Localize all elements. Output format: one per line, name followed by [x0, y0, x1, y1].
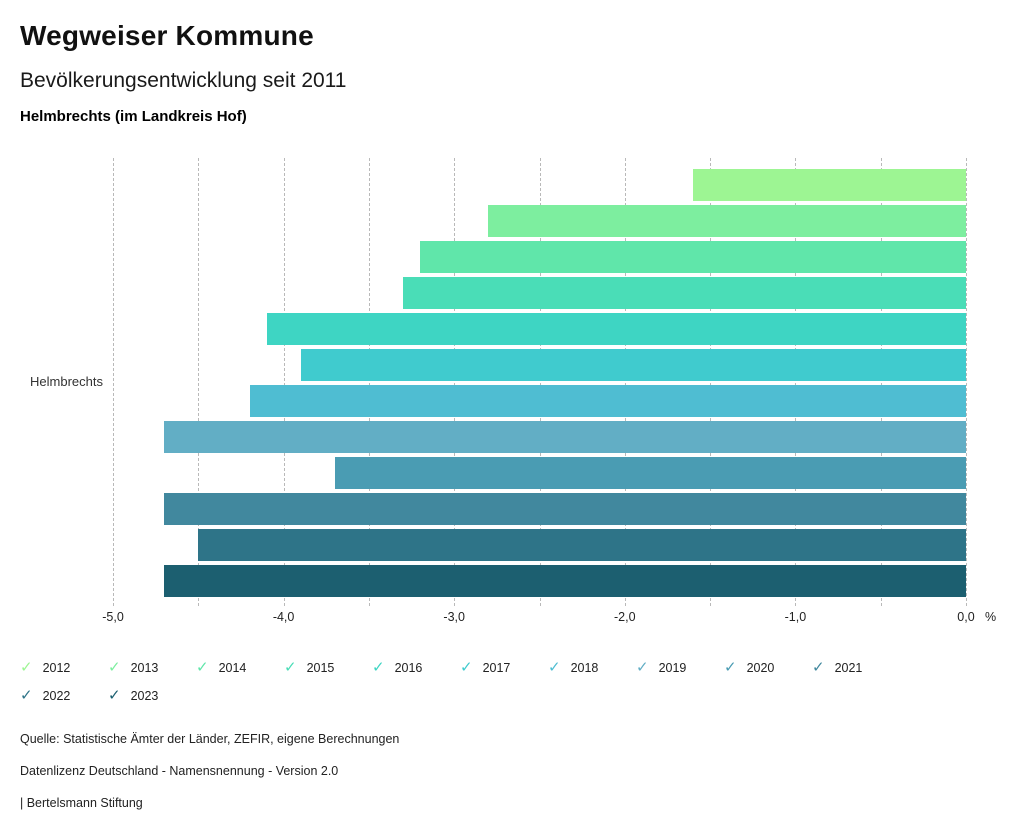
footer-attribution: | Bertelsmann Stiftung — [20, 795, 143, 810]
legend-item-2012[interactable]: ✓ 2012 — [20, 660, 108, 675]
check-icon: ✓ — [284, 659, 297, 676]
legend-item-2017[interactable]: ✓ 2017 — [460, 660, 548, 675]
gridline — [624, 158, 626, 606]
bar-2021[interactable] — [164, 493, 966, 525]
check-icon: ✓ — [636, 659, 649, 676]
x-axis-tick-label: -2,0 — [614, 610, 636, 624]
bar-2019[interactable] — [164, 421, 966, 453]
gridline — [710, 158, 712, 606]
gridline — [880, 158, 882, 606]
legend-item-2018[interactable]: ✓ 2018 — [548, 660, 636, 675]
check-icon: ✓ — [372, 659, 385, 676]
legend-item-label: 2013 — [130, 660, 159, 675]
footer: Quelle: Statistische Ämter der Länder, Z… — [20, 732, 400, 828]
bar-2015[interactable] — [403, 277, 966, 309]
legend-item-2016[interactable]: ✓ 2016 — [372, 660, 460, 675]
bar-2018[interactable] — [249, 385, 966, 417]
legend-item-2022[interactable]: ✓ 2022 — [20, 688, 108, 703]
legend-item-2019[interactable]: ✓ 2019 — [636, 660, 724, 675]
legend-item-label: 2015 — [306, 660, 335, 675]
check-icon: ✓ — [196, 659, 209, 676]
bar-2022[interactable] — [198, 529, 966, 561]
check-icon: ✓ — [548, 659, 561, 676]
gridline — [198, 158, 200, 606]
legend-item-2020[interactable]: ✓ 2020 — [724, 660, 812, 675]
page-title: Wegweiser Kommune — [20, 20, 314, 51]
gridline — [454, 158, 456, 606]
bar-2012[interactable] — [693, 169, 966, 201]
check-icon: ✓ — [20, 659, 33, 676]
check-icon: ✓ — [812, 659, 825, 676]
footer-license: Datenlizenz Deutschland - Namensnennung … — [20, 763, 339, 778]
legend-item-label: 2023 — [130, 688, 159, 703]
gridline — [795, 158, 797, 606]
gridline — [113, 158, 114, 606]
footer-source: Quelle: Statistische Ämter der Länder, Z… — [20, 732, 400, 746]
gridline — [966, 158, 967, 606]
header: Wegweiser Kommune Bevölkerungsentwicklun… — [20, 22, 346, 126]
legend-item-label: 2017 — [482, 660, 511, 675]
legend-row: ✓ 2022 ✓ 2023 — [20, 688, 1000, 703]
legend-item-2014[interactable]: ✓ 2014 — [196, 660, 284, 675]
page-location: Helmbrechts (im Landkreis Hof) — [20, 108, 247, 126]
x-axis-tick-label: 0,0 — [957, 610, 975, 624]
legend-item-label: 2012 — [42, 660, 71, 675]
bar-2014[interactable] — [420, 241, 966, 273]
check-icon: ✓ — [108, 687, 121, 704]
bar-2013[interactable] — [488, 205, 966, 237]
legend-item-label: 2019 — [658, 660, 687, 675]
check-icon: ✓ — [724, 659, 737, 676]
legend-item-label: 2018 — [570, 660, 599, 675]
x-axis-tick-label: -5,0 — [102, 610, 124, 624]
check-icon: ✓ — [460, 659, 473, 676]
legend-item-2023[interactable]: ✓ 2023 — [108, 688, 196, 703]
bar-2017[interactable] — [300, 349, 966, 381]
page-subtitle: Bevölkerungsentwicklung seit 2011 — [20, 69, 347, 92]
x-axis-tick-label: -3,0 — [443, 610, 465, 624]
legend-item-label: 2016 — [394, 660, 423, 675]
bar-2016[interactable] — [266, 313, 966, 345]
bar-2023[interactable] — [164, 565, 966, 597]
check-icon: ✓ — [20, 687, 33, 704]
y-axis-label: Helmbrechts — [30, 374, 103, 389]
legend-row: ✓ 2012 ✓ 2013 ✓ 2014 ✓ 2015 ✓ 2016 ✓ 2017 ✓ 2018 ✓ 2019… — [20, 660, 1000, 675]
legend: ✓ 2012 ✓ 2013 ✓ 2014 ✓ 2015 ✓ 2016 ✓ 2017 ✓ 2018 ✓ 2019… — [20, 660, 1000, 716]
legend-item-label: 2021 — [834, 660, 863, 675]
legend-item-label: 2014 — [218, 660, 247, 675]
check-icon: ✓ — [108, 659, 121, 676]
legend-item-label: 2022 — [42, 688, 71, 703]
legend-item-2021[interactable]: ✓ 2021 — [812, 660, 900, 675]
gridline — [539, 158, 541, 606]
x-axis-unit-label: % — [985, 610, 997, 624]
legend-item-2013[interactable]: ✓ 2013 — [108, 660, 196, 675]
gridline — [283, 158, 285, 606]
legend-item-2015[interactable]: ✓ 2015 — [284, 660, 372, 675]
legend-item-label: 2020 — [746, 660, 775, 675]
bar-2020[interactable] — [334, 457, 966, 489]
gridline — [368, 158, 370, 606]
x-axis-tick-label: -4,0 — [272, 610, 295, 624]
x-axis-tick-label: -1,0 — [784, 610, 807, 624]
